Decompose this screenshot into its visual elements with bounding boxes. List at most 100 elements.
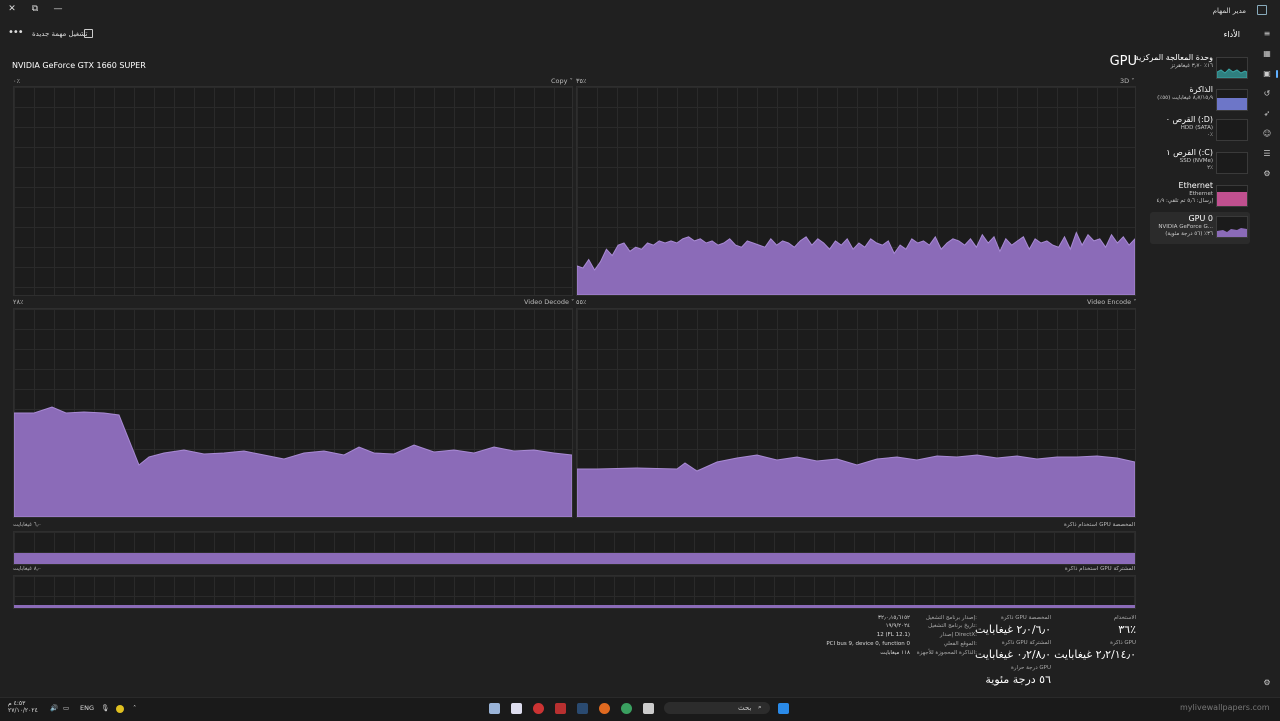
steam-taskbar-icon[interactable] xyxy=(577,703,588,714)
sidebar-item-ethernet[interactable]: Ethernet Ethernet إرسال: ٥٫٦ تم تلقي: ٤٫… xyxy=(1150,181,1250,211)
details-icon[interactable]: ☰ xyxy=(1263,149,1271,158)
page-title: الأداء xyxy=(1223,30,1240,39)
video-encode-percent: ٥٥٪ xyxy=(576,298,587,306)
driver-version-label: إصدار برنامج التشغيل: xyxy=(925,615,977,621)
sidebar-item-sub: ٨٫٧/١٥٫٩ غيغابايت (٥٥٪) xyxy=(1157,95,1213,101)
video-decode-svg xyxy=(14,406,572,517)
gpu-memory-value: ٢٫٢/١٤٫٠ غيغابايت xyxy=(1054,648,1136,661)
sidebar-item-sub: SSD (NVMe) xyxy=(1179,158,1213,164)
video-encode-graph xyxy=(576,308,1136,518)
search-icon: ⌕ xyxy=(758,703,762,711)
microphone-icon[interactable]: 🎙 xyxy=(101,704,110,712)
threed-engine-label: 3D xyxy=(1120,77,1130,85)
sidebar-item-memory[interactable]: الذاكرة ٨٫٧/١٥٫٩ غيغابايت (٥٥٪) xyxy=(1150,85,1250,115)
sidebar-item-label: Ethernet xyxy=(1178,181,1213,190)
utilization-label: الاستخدام xyxy=(1113,615,1136,621)
dedicated-memory-label: استخدام ذاكرة GPU المخصصة xyxy=(1064,522,1135,528)
nav-selected-indicator xyxy=(1276,70,1278,78)
app-icon xyxy=(1257,5,1267,15)
sidebar-item-label: الذاكرة xyxy=(1189,85,1214,94)
copy-engine-graph xyxy=(13,86,573,296)
threed-usage-area xyxy=(577,231,1135,295)
sidebar-item-cpu[interactable]: وحدة المعالجة المركزية ١٦٪ ٣٫٧٠ غيغاهرتز xyxy=(1135,53,1250,83)
video-decode-label: Video Decode xyxy=(524,298,569,306)
sidebar-item-label: GPU 0 xyxy=(1188,214,1213,223)
video-encode-svg xyxy=(577,454,1135,517)
notepad-taskbar-icon[interactable] xyxy=(511,703,522,714)
sidebar-item-sub: NVIDIA GeForce G... xyxy=(1158,224,1213,230)
network-icon[interactable]: ▭ xyxy=(63,704,70,712)
clock-time: ٤:٥٣ م xyxy=(8,700,26,707)
driver-date-value: ١٩/٩/٢٠٢٤ xyxy=(885,623,910,629)
dedicated-memory-fill xyxy=(14,553,1135,564)
gpu-heading: GPU xyxy=(1109,54,1137,69)
sidebar-item-sub2: ٣٦٪ (٥٦ درجة مئوية) xyxy=(1165,231,1213,237)
hardware-reserved-value: ١١٨ ميغابايت xyxy=(880,650,910,656)
physical-location-value: PCI bus 9, device 0, function 0 xyxy=(826,641,910,647)
performance-icon[interactable]: ▣ xyxy=(1263,69,1271,78)
run-new-task-button[interactable]: تشغيل مهمة جديدة xyxy=(32,30,88,38)
ethernet-thumbnail xyxy=(1216,185,1248,207)
video-encode-selector[interactable]: Video Encode ˅ xyxy=(1087,298,1137,306)
task-manager-taskbar-icon[interactable] xyxy=(489,703,500,714)
taskbar xyxy=(0,697,1280,721)
clock[interactable]: ٤:٥٣ م ٢٧/١٠/٢٠٢٤ xyxy=(8,700,38,714)
sidebar-item-disk1[interactable]: القرص ١ (:C) SSD (NVMe) ٢٪ xyxy=(1150,148,1250,178)
users-icon[interactable]: ☺ xyxy=(1262,129,1272,138)
settings-icon[interactable]: ⚙ xyxy=(1263,678,1271,687)
shared-memory-fill xyxy=(14,605,1135,608)
search-box[interactable] xyxy=(664,702,770,714)
clock-date: ٢٧/١٠/٢٠٢٤ xyxy=(8,707,38,714)
firefox-taskbar-icon[interactable] xyxy=(599,703,610,714)
hamburger-icon[interactable]: ≡ xyxy=(1263,29,1271,38)
minimize-icon[interactable]: — xyxy=(53,4,63,14)
shared-gpu-memory-label: ذاكرة GPU المشتركة xyxy=(1001,640,1051,646)
chrome-taskbar-icon[interactable] xyxy=(621,703,632,714)
sidebar-item-sub2: إرسال: ٥٫٦ تم تلقي: ٤٫٩ xyxy=(1156,198,1214,204)
tray-app-icon[interactable] xyxy=(116,705,124,713)
restore-icon[interactable]: ⧉ xyxy=(31,4,39,14)
app-history-icon[interactable]: ↺ xyxy=(1263,89,1271,98)
video-decode-graph xyxy=(13,308,573,518)
gpu-model-name: NVIDIA GeForce GTX 1660 SUPER xyxy=(12,61,146,70)
opera-taskbar-icon[interactable] xyxy=(533,703,544,714)
media-taskbar-icon[interactable] xyxy=(555,703,566,714)
processes-icon[interactable]: ▦ xyxy=(1263,49,1271,58)
volume-icon[interactable]: 🔊 xyxy=(50,704,59,712)
startup-apps-icon[interactable]: ➶ xyxy=(1263,109,1271,118)
copy-engine-label: Copy xyxy=(551,77,568,85)
shared-memory-graph xyxy=(13,575,1136,609)
language-indicator[interactable]: ENG xyxy=(80,704,95,712)
title-bar xyxy=(0,0,1280,20)
sidebar-item-gpu0[interactable]: GPU 0 NVIDIA GeForce G... ٣٦٪ (٥٦ درجة م… xyxy=(1150,212,1250,244)
dedicated-memory-max: ٦٫٠ غيغابايت xyxy=(13,522,42,528)
driver-date-label: تاريخ برنامج التشغيل: xyxy=(928,623,977,629)
shared-memory-label: استخدام ذاكرة GPU المشتركة xyxy=(1064,566,1135,572)
copy-engine-percent: ٠٪ xyxy=(13,77,20,85)
window-title: مدير المهام xyxy=(1212,7,1246,15)
video-decode-selector[interactable]: Video Decode ˅ xyxy=(524,298,575,306)
copy-engine-selector[interactable]: Copy ˅ xyxy=(551,77,573,85)
shared-memory-max: ٨٫٠ غيغابايت xyxy=(13,566,42,572)
close-icon[interactable]: ✕ xyxy=(8,4,16,14)
video-decode-percent: ٢٨٪ xyxy=(13,298,24,306)
start-button[interactable] xyxy=(778,703,789,714)
new-task-icon[interactable] xyxy=(84,29,93,38)
gpu-temperature-value: ٥٦ درجة مئوية xyxy=(985,673,1051,686)
video-encode-label: Video Encode xyxy=(1087,298,1132,306)
services-icon[interactable]: ⚙ xyxy=(1263,169,1271,178)
memory-thumbnail xyxy=(1216,89,1248,111)
sidebar-item-sub: Ethernet xyxy=(1189,191,1213,197)
threed-engine-percent: ٣٥٪ xyxy=(576,77,587,85)
sidebar-item-label: القرص ٠ (:D) xyxy=(1165,115,1213,124)
threed-engine-selector[interactable]: 3D ˅ xyxy=(1120,77,1135,85)
disk1-thumbnail xyxy=(1216,152,1248,174)
dedicated-gpu-memory-value: ٢٫٠/٦٫٠ غيغابايت xyxy=(975,623,1051,636)
more-options-button[interactable]: ••• xyxy=(8,27,24,38)
gpu-memory-label: ذاكرة GPU xyxy=(1110,640,1136,646)
sidebar-item-disk0[interactable]: القرص ٠ (:D) HDD (SATA) ٠٪ xyxy=(1150,115,1250,145)
chevron-up-icon[interactable]: ˄ xyxy=(133,704,137,712)
disk0-thumbnail xyxy=(1216,119,1248,141)
utilization-value: ٣٦٪ xyxy=(1118,623,1136,636)
explorer-taskbar-icon[interactable] xyxy=(643,703,654,714)
